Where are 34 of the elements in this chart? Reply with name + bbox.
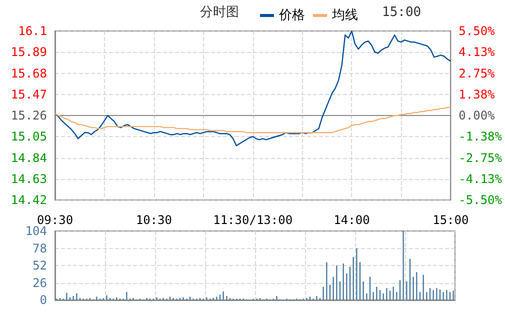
y-tick-label: 15.47 [10,87,47,102]
y-tick-label: 78 [32,241,47,256]
y2-tick-label: -4.13% [458,172,503,186]
y-tick-label: 15.68 [10,66,47,80]
line-series [54,30,452,146]
y-tick-label: 15.89 [10,45,47,60]
y-tick-label: 14.42 [10,193,47,207]
x-tick-label: 14:00 [334,213,370,227]
y2-tick-label: -2.75% [458,150,503,165]
x-tick-label: 09:30 [36,213,74,227]
y2-tick-label: 4.13% [458,45,496,60]
y-tick-label: 0 [40,293,47,307]
y2-tick-label: 0.00% [458,108,496,122]
legend-label: 价格 [278,8,305,23]
y-tick-label: 14.63 [10,172,47,186]
x-tick-label: 11:30/13:00 [213,213,293,227]
y2-tick-label: -5.50% [458,193,503,207]
y2-tick-label: 5.50% [458,24,496,38]
y2-tick-label: -1.38% [458,130,503,144]
text: 15:00 [382,5,422,20]
y2-tick-label: 1.38% [458,87,496,102]
x-tick-label: 10:30 [136,213,172,227]
x-tick-label: 15:00 [432,213,469,227]
line-series [54,106,452,134]
y-tick-label: 14.84 [10,150,47,165]
legend-label: 均线 [331,8,358,23]
y-tick-label: 52 [32,258,47,272]
chart-subtitle: 分时图 [200,5,239,20]
y-tick-label: 15.26 [10,108,47,122]
y-tick-label: 15.05 [10,130,47,144]
y-tick-label: 104 [25,224,47,238]
y-tick-label: 16.1 [18,24,47,38]
y2-tick-label: 2.75% [458,66,496,80]
y-tick-label: 26 [32,276,47,290]
